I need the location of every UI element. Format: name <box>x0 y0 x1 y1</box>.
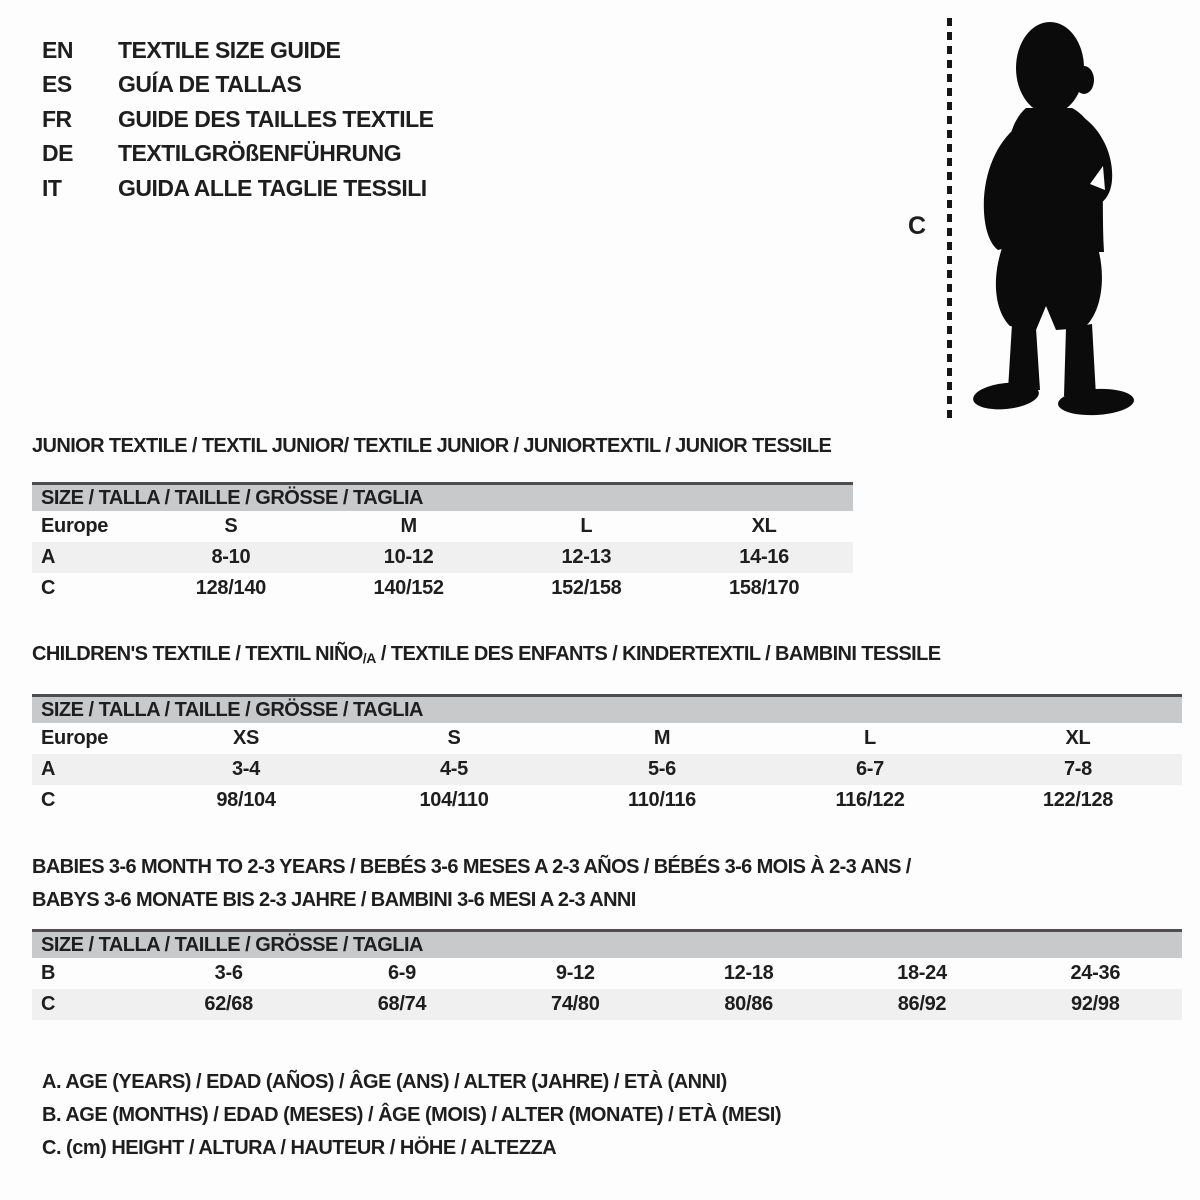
language-code: EN <box>42 36 73 63</box>
table-cell: 152/158 <box>551 577 622 599</box>
guide-title: GUIDA ALLE TAGLIE TESSILI <box>118 174 427 201</box>
table-cell: S <box>447 727 461 749</box>
measure-legend: A. AGE (YEARS) / EDAD (AÑOS) / ÂGE (ANS)… <box>42 1066 782 1165</box>
language-code: IT <box>42 174 62 201</box>
table-cell: 86/92 <box>835 989 1009 1020</box>
section-title: CHILDREN'S TEXTILE / TEXTIL NIÑO/A / TEX… <box>32 644 1182 669</box>
table-cell: 116/122 <box>835 789 905 811</box>
height-measure-label: C <box>908 212 927 240</box>
table-cell: C <box>41 577 56 599</box>
section-junior-textile: JUNIOR TEXTILE / TEXTIL JUNIOR/ TEXTILE … <box>32 436 853 604</box>
table-row: A 3-4 4-5 5-6 6-7 7-8 <box>32 754 1182 785</box>
table-header: SIZE / TALLA / TAILLE / GRÖSSE / TAGLIA <box>32 929 1182 958</box>
table-cell: 3-4 <box>142 754 350 785</box>
section-childrens-textile: CHILDREN'S TEXTILE / TEXTIL NIÑO/A / TEX… <box>32 644 1182 816</box>
table-cell: M <box>400 515 417 537</box>
guide-title: GUÍA DE TALLAS <box>118 71 302 98</box>
table-cell: 110/116 <box>628 789 696 811</box>
title-subscript: /A <box>362 650 377 666</box>
table-cell: A <box>32 754 142 785</box>
table-cell: C <box>41 789 56 811</box>
table-cell: 5-6 <box>558 754 766 785</box>
table-cell: S <box>224 515 238 537</box>
table-cell: M <box>653 727 671 749</box>
table-cell: 7-8 <box>974 754 1182 785</box>
table-cell: 158/170 <box>729 577 800 599</box>
table-cell: 140/152 <box>373 577 445 599</box>
table-cell: Europe <box>41 515 109 537</box>
height-dashed-line <box>947 18 952 418</box>
table-header: SIZE / TALLA / TAILLE / GRÖSSE / TAGLIA <box>32 694 1182 723</box>
table-cell: 74/80 <box>488 989 662 1020</box>
language-row-de: DE TEXTILGRÖßENFÜHRUNG <box>42 137 434 172</box>
table-cell: L <box>864 727 876 749</box>
table-cell: 68/74 <box>315 989 489 1020</box>
language-code: DE <box>42 140 73 167</box>
guide-title: GUIDE DES TAILLES TEXTILE <box>118 105 434 132</box>
language-code: FR <box>42 105 72 132</box>
babies-size-table: SIZE / TALLA / TAILLE / GRÖSSE / TAGLIA … <box>32 929 1182 1020</box>
table-cell: 3-6 <box>214 962 243 984</box>
section-title: JUNIOR TEXTILE / TEXTIL JUNIOR/ TEXTILE … <box>32 435 832 457</box>
table-row: Europe S M L XL <box>32 511 853 542</box>
legend-line-a: A. AGE (YEARS) / EDAD (AÑOS) / ÂGE (ANS)… <box>42 1071 727 1093</box>
table-cell: 4-5 <box>350 754 558 785</box>
table-cell: 10-12 <box>319 542 498 573</box>
guide-title: TEXTILGRÖßENFÜHRUNG <box>118 140 402 167</box>
table-cell: 6-9 <box>387 962 416 984</box>
table-row: C 62/68 68/74 74/80 80/86 86/92 92/98 <box>32 989 1182 1020</box>
table-cell: 18-24 <box>897 962 947 984</box>
table-header: SIZE / TALLA / TAILLE / GRÖSSE / TAGLIA <box>32 482 853 511</box>
language-row-en: EN TEXTILE SIZE GUIDE <box>42 33 434 68</box>
section-title-line-1: BABIES 3-6 MONTH TO 2-3 YEARS / BEBÉS 3-… <box>32 856 911 878</box>
table-row: B 3-6 6-9 9-12 12-18 18-24 24-36 <box>32 958 1182 989</box>
language-title-list: EN TEXTILE SIZE GUIDE ES GUÍA DE TALLAS … <box>42 33 434 206</box>
table-header-row: SIZE / TALLA / TAILLE / GRÖSSE / TAGLIA <box>32 482 853 511</box>
table-cell: XS <box>232 727 260 749</box>
table-cell: 12-13 <box>497 542 676 573</box>
table-cell: 80/86 <box>661 989 836 1020</box>
table-cell: B <box>41 962 56 984</box>
guide-title: TEXTILE SIZE GUIDE <box>118 36 341 63</box>
table-row: C 98/104 104/110 110/116 116/122 122/128 <box>32 785 1182 816</box>
language-row-fr: FR GUIDE DES TAILLES TEXTILE <box>42 102 434 137</box>
junior-size-table: SIZE / TALLA / TAILLE / GRÖSSE / TAGLIA … <box>32 482 853 604</box>
table-cell: 128/140 <box>195 577 267 599</box>
table-cell: L <box>580 515 593 537</box>
table-row: A 8-10 10-12 12-13 14-16 <box>32 542 853 573</box>
table-row: C 128/140 140/152 152/158 158/170 <box>32 573 853 604</box>
section-babies-textile: BABIES 3-6 MONTH TO 2-3 YEARS / BEBÉS 3-… <box>32 851 1182 1020</box>
title-text: / TEXTILE DES ENFANTS / KINDERTEXTIL / B… <box>375 643 941 665</box>
table-cell: 9-12 <box>555 962 595 984</box>
table-cell: 104/110 <box>419 789 489 811</box>
language-code: ES <box>42 71 72 98</box>
title-text: CHILDREN'S TEXTILE / TEXTIL NIÑO <box>32 643 363 665</box>
table-cell: A <box>32 542 142 573</box>
table-cell: XL <box>1065 727 1091 749</box>
section-title-line-2: BABYS 3-6 MONATE BIS 2-3 JAHRE / BAMBINI… <box>32 889 636 911</box>
table-header-row: SIZE / TALLA / TAILLE / GRÖSSE / TAGLIA <box>32 694 1182 723</box>
table-cell: 14-16 <box>675 542 853 573</box>
table-cell: Europe <box>41 727 109 749</box>
toddler-silhouette-image <box>973 22 1134 416</box>
children-size-table: SIZE / TALLA / TAILLE / GRÖSSE / TAGLIA … <box>32 694 1182 816</box>
table-cell: 122/128 <box>1042 789 1114 811</box>
table-cell: 92/98 <box>1008 989 1182 1020</box>
language-row-es: ES GUÍA DE TALLAS <box>42 68 434 103</box>
table-cell: 6-7 <box>766 754 974 785</box>
language-row-it: IT GUIDA ALLE TAGLIE TESSILI <box>42 171 434 206</box>
table-header-row: SIZE / TALLA / TAILLE / GRÖSSE / TAGLIA <box>32 929 1182 958</box>
table-cell: 62/68 <box>142 989 316 1020</box>
table-cell: 98/104 <box>216 789 276 811</box>
legend-line-c: C. (cm) HEIGHT / ALTURA / HAUTEUR / HÖHE… <box>42 1137 557 1159</box>
table-cell: 12-18 <box>723 962 774 984</box>
legend-line-b: B. AGE (MONTHS) / EDAD (MESES) / ÂGE (MO… <box>42 1104 782 1126</box>
table-cell: 8-10 <box>142 542 320 573</box>
table-cell: XL <box>751 515 777 537</box>
table-cell: 24-36 <box>1070 962 1121 984</box>
table-cell: C <box>32 989 142 1020</box>
table-row: Europe XS S M L XL <box>32 723 1182 754</box>
